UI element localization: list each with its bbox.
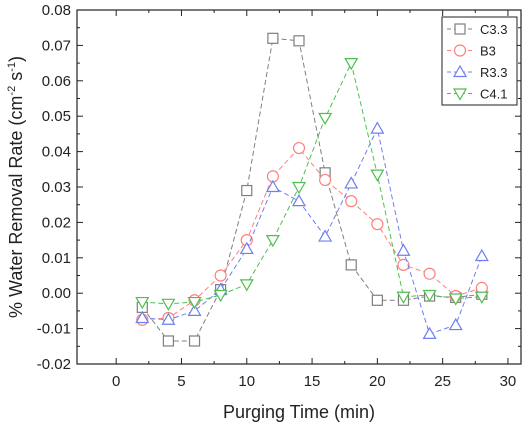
y-axis-title-main: % Water Removal Rate (cm — [6, 96, 26, 318]
x-tick-label: 25 — [434, 373, 451, 390]
data-point — [291, 193, 307, 207]
data-point — [293, 35, 305, 47]
data-point — [344, 176, 359, 189]
data-point — [318, 229, 333, 242]
x-tick-label: 0 — [112, 373, 120, 390]
data-point — [292, 141, 306, 155]
data-point — [187, 303, 202, 316]
data-point — [474, 291, 489, 304]
y-tick-label: 0.05 — [42, 108, 71, 125]
data-point — [239, 279, 254, 292]
data-point — [241, 184, 253, 197]
data-point — [162, 335, 175, 347]
data-point — [265, 235, 280, 248]
data-point — [265, 179, 280, 193]
y-axis-title-end: ) — [6, 56, 26, 62]
data-point — [370, 169, 385, 182]
legend: C3.3 B3 R3.3 C4.1 — [441, 16, 518, 106]
data-point — [371, 294, 383, 306]
data-point — [344, 57, 359, 71]
x-tick-label: 15 — [304, 373, 321, 390]
y-tick-label: -0.02 — [37, 356, 71, 373]
data-point — [396, 291, 411, 304]
data-point — [345, 259, 357, 271]
data-point — [448, 317, 463, 331]
data-point — [267, 32, 279, 44]
y-tick-label: 0.00 — [42, 285, 71, 302]
y-tick-label: 0.02 — [42, 214, 71, 231]
data-point — [423, 267, 436, 280]
y-tick-label: 0.03 — [42, 179, 71, 196]
legend-label: C3.3 — [480, 22, 507, 37]
legend-item: C3.3 — [447, 22, 507, 37]
legend-label: B3 — [480, 44, 496, 59]
y-tick-label: 0.01 — [42, 250, 71, 267]
data-point — [214, 269, 227, 282]
x-tick-label: 30 — [500, 373, 517, 390]
y-tick-label: 0.06 — [42, 73, 71, 90]
data-point — [135, 310, 150, 324]
y-axis-title-mid: s — [6, 72, 26, 86]
series-C4.1 — [135, 57, 489, 312]
legend-item: C4.1 — [447, 87, 507, 102]
data-point — [161, 312, 176, 325]
data-point — [371, 218, 384, 231]
x-tick-label: 5 — [177, 373, 185, 390]
y-axis-title-exp1: -2 — [6, 86, 18, 96]
data-point — [474, 248, 489, 262]
y-tick-label: 0.07 — [42, 37, 71, 54]
legend-marker — [454, 23, 466, 35]
y-tick-label: -0.01 — [37, 321, 71, 338]
x-axis-title: Purging Time (min) — [223, 402, 375, 422]
data-point — [213, 289, 228, 303]
data-point — [422, 289, 437, 303]
data-point — [318, 112, 333, 126]
series-layer — [135, 32, 489, 347]
tick-marks — [77, 9, 521, 365]
series-line — [142, 61, 482, 305]
data-point — [188, 335, 201, 347]
y-axis: -0.02 -0.01 0.00 0.01 0.02 0.03 0.04 0.05 0.06 0.… — [37, 2, 71, 373]
data-point — [345, 195, 358, 208]
y-tick-label: 0.04 — [42, 144, 71, 161]
data-point — [319, 173, 332, 187]
data-point — [135, 296, 150, 310]
data-point — [397, 258, 410, 271]
data-point — [187, 296, 202, 310]
data-point — [161, 298, 176, 312]
legend-marker — [452, 64, 468, 78]
data-point — [448, 293, 463, 306]
data-point — [239, 241, 254, 255]
x-tick-label: 10 — [238, 373, 255, 390]
legend-label: R3.3 — [480, 65, 507, 80]
data-point — [396, 243, 411, 256]
y-axis-title: % Water Removal Rate (cm-2 s-1) — [6, 56, 26, 318]
y-axis-title-exp2: -1 — [6, 62, 18, 72]
legend-label: C4.1 — [480, 87, 507, 102]
legend-item: B3 — [447, 44, 496, 59]
legend-marker — [452, 88, 468, 101]
data-point — [291, 181, 307, 195]
legend-item: R3.3 — [447, 64, 507, 80]
y-tick-label: 0.08 — [42, 2, 71, 19]
data-point — [422, 326, 437, 340]
x-tick-label: 20 — [369, 373, 386, 390]
x-axis: 0 5 10 15 20 25 30 — [112, 373, 516, 390]
legend-marker — [453, 44, 467, 57]
series-R3.3 — [135, 121, 489, 340]
data-point — [370, 121, 385, 134]
series-line — [142, 127, 483, 335]
